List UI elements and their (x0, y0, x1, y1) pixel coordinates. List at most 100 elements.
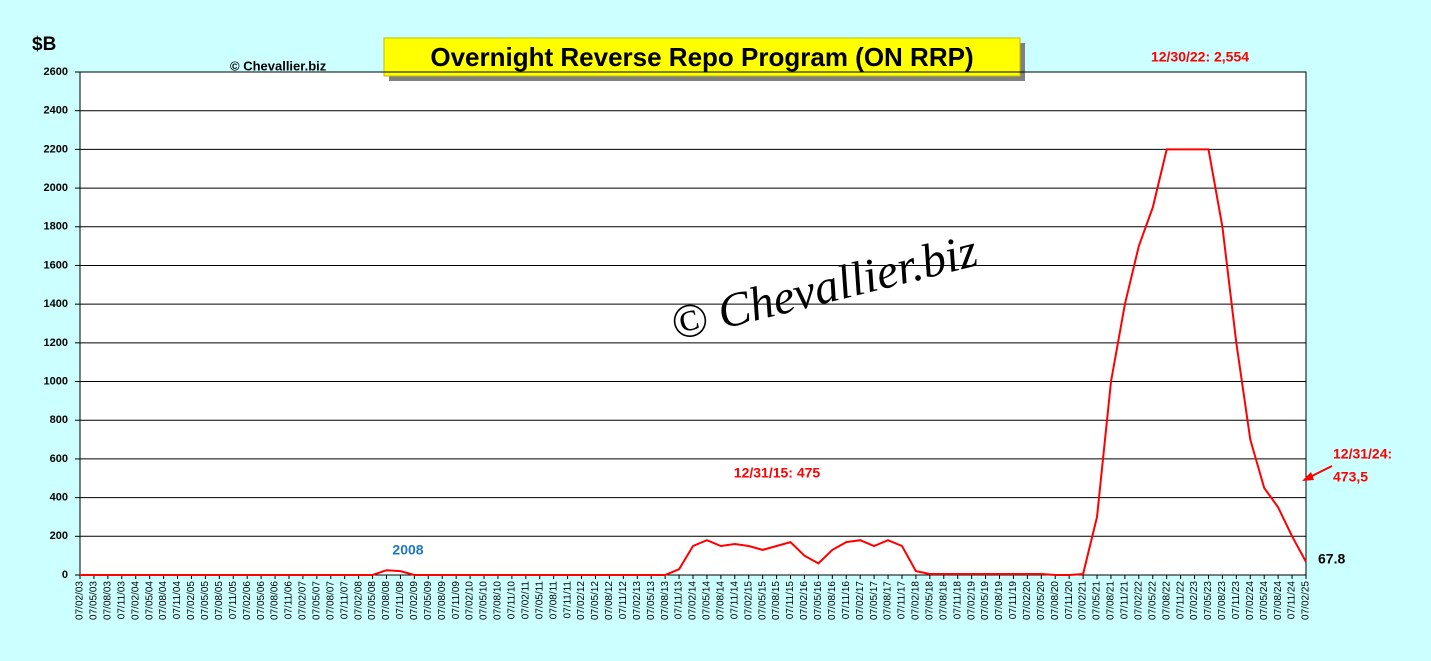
y-tick-label: 1000 (44, 375, 68, 387)
x-tick-label: 07/08/11 (548, 581, 559, 620)
x-tick-label: 07/05/23 (1203, 581, 1214, 620)
x-tick-label: 07/02/13 (632, 581, 643, 620)
annotation: 2008 (392, 542, 423, 558)
annotation: 12/31/24: (1333, 446, 1392, 462)
x-tick-label: 07/08/23 (1217, 581, 1228, 620)
x-tick-label: 07/05/19 (980, 581, 991, 620)
chart-title: Overnight Reverse Repo Program (ON RRP) (430, 42, 973, 72)
x-tick-label: 07/11/20 (1064, 581, 1075, 620)
y-tick-label: 1400 (44, 298, 68, 310)
x-tick-label: 07/05/16 (813, 581, 824, 620)
x-tick-label: 07/05/20 (1036, 581, 1047, 620)
x-tick-label: 07/11/21 (1120, 581, 1131, 620)
x-tick-label: 07/08/04 (158, 581, 169, 620)
x-tick-label: 07/08/20 (1050, 581, 1061, 620)
x-tick-label: 07/08/14 (716, 581, 727, 620)
x-tick-label: 07/05/14 (702, 581, 713, 620)
x-tick-label: 07/05/21 (1092, 581, 1103, 620)
x-tick-label: 07/02/12 (576, 581, 587, 620)
x-tick-label: 07/02/14 (688, 581, 699, 620)
x-tick-label: 07/02/20 (1022, 581, 1033, 620)
x-tick-label: 07/08/06 (270, 581, 281, 620)
x-tick-label: 07/05/09 (423, 581, 434, 620)
x-tick-label: 07/08/12 (604, 581, 615, 620)
x-tick-label: 07/11/07 (339, 581, 350, 620)
x-tick-label: 07/08/17 (883, 581, 894, 620)
x-tick-label: 07/08/15 (771, 581, 782, 620)
x-tick-label: 07/02/09 (409, 581, 420, 620)
annotation: 12/31/15: 475 (734, 465, 821, 481)
x-tick-label: 07/05/24 (1259, 581, 1270, 620)
x-tick-label: 07/02/05 (186, 581, 197, 620)
x-tick-label: 07/02/16 (799, 581, 810, 620)
x-tick-label: 07/02/04 (130, 581, 141, 620)
x-tick-label: 07/08/16 (827, 581, 838, 620)
x-tick-label: 07/05/11 (534, 581, 545, 620)
annotation: 473,5 (1333, 469, 1368, 485)
x-tick-label: 07/11/22 (1175, 581, 1186, 620)
x-tick-label: 07/02/21 (1078, 581, 1089, 620)
y-tick-label: 2600 (44, 66, 68, 78)
y-tick-label: 2400 (44, 105, 68, 117)
annotation: 67.8 (1318, 551, 1345, 567)
x-tick-label: 07/05/18 (924, 581, 935, 620)
x-tick-label: 07/05/17 (869, 581, 880, 620)
x-tick-label: 07/02/17 (855, 581, 866, 620)
x-tick-label: 07/02/10 (465, 581, 476, 620)
y-axis-label: $B (32, 34, 56, 55)
x-tick-label: 07/11/11 (562, 581, 573, 619)
x-tick-label: 07/11/15 (785, 581, 796, 620)
x-tick-label: 07/02/22 (1133, 581, 1144, 620)
annotation: 12/30/22: 2,554 (1151, 49, 1249, 65)
x-tick-label: 07/02/25 (1301, 581, 1312, 620)
x-tick-label: 07/11/18 (952, 581, 963, 620)
y-tick-label: 1200 (44, 337, 68, 349)
x-tick-label: 07/08/13 (660, 581, 671, 620)
x-tick-label: 07/08/19 (994, 581, 1005, 620)
x-tick-label: 07/02/18 (911, 581, 922, 620)
x-tick-label: 07/08/08 (381, 581, 392, 620)
x-tick-label: 07/11/14 (729, 581, 740, 620)
plot-area (79, 71, 1307, 576)
x-tick-label: 07/11/05 (228, 581, 239, 620)
x-tick-label: 07/11/16 (841, 581, 852, 620)
x-tick-label: 07/05/15 (757, 581, 768, 620)
y-tick-label: 800 (50, 414, 68, 426)
x-tick-label: 07/05/05 (200, 581, 211, 620)
x-tick-label: 07/05/07 (311, 581, 322, 620)
x-tick-label: 07/08/22 (1161, 581, 1172, 620)
x-tick-label: 07/02/24 (1245, 581, 1256, 620)
arrow-head (1302, 472, 1314, 481)
x-tick-label: 07/11/23 (1231, 581, 1242, 620)
x-tick-label: 07/11/17 (897, 581, 908, 620)
x-tick-label: 07/02/11 (520, 581, 531, 620)
x-tick-label: 07/08/07 (325, 581, 336, 620)
x-tick-label: 07/11/19 (1008, 581, 1019, 620)
x-tick-label: 07/11/13 (674, 581, 685, 620)
y-tick-label: 2200 (44, 143, 68, 155)
y-tick-label: 600 (50, 453, 68, 465)
x-tick-label: 07/11/10 (507, 581, 518, 620)
x-tick-label: 07/08/09 (437, 581, 448, 620)
x-tick-label: 07/02/23 (1189, 581, 1200, 620)
x-tick-label: 07/05/10 (479, 581, 490, 620)
source: © Chevallier.biz (230, 58, 327, 73)
x-tick-label: 07/11/12 (618, 581, 629, 620)
y-tick-label: 1800 (44, 221, 68, 233)
x-tick-label: 07/02/08 (353, 581, 364, 620)
x-tick-label: 07/05/06 (256, 581, 267, 620)
x-tick-label: 07/05/12 (590, 581, 601, 620)
y-tick-label: 2000 (44, 182, 68, 194)
data-line (80, 148, 1307, 576)
y-tick-label: 0 (62, 569, 68, 581)
x-tick-label: 07/11/03 (116, 581, 127, 620)
x-tick-label: 07/08/21 (1106, 581, 1117, 620)
x-tick-label: 07/05/08 (367, 581, 378, 620)
x-tick-label: 07/05/03 (89, 581, 100, 620)
x-tick-label: 07/02/15 (743, 581, 754, 620)
x-tick-label: 07/05/22 (1147, 581, 1158, 620)
title-box (383, 37, 1021, 77)
x-tick-label: 07/08/03 (103, 581, 114, 620)
x-tick-label: 07/02/03 (75, 581, 86, 620)
